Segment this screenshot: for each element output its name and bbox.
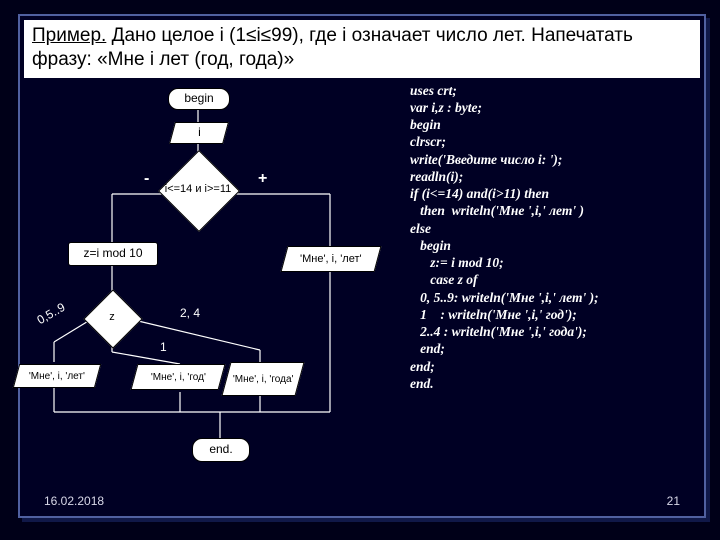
label-end: end. (209, 443, 232, 456)
code-line: clrscr; (410, 134, 446, 149)
label-out-let1: 'Мне', i, 'лет' (300, 252, 362, 264)
edge-059: 0,5..9 (35, 299, 68, 326)
label-out-god: 'Мне', i, 'год' (151, 371, 206, 382)
code-line: case z of (410, 272, 478, 287)
edge-1: 1 (160, 340, 167, 354)
node-out-let1: 'Мне', i, 'лет' (281, 246, 382, 272)
title-rest: Дано целое i (1≤i≤99), где i означает чи… (32, 25, 633, 70)
node-input-i: i (169, 122, 229, 144)
slide-frame: Пример. Дано целое i (1≤i≤99), где i озн… (18, 14, 706, 518)
edge-24: 2, 4 (180, 306, 200, 320)
code-line: z:= i mod 10; (410, 255, 504, 270)
node-out-let2: 'Мне', i, 'лет' (13, 364, 101, 388)
code-line: end; (410, 341, 445, 356)
node-end: end. (192, 438, 250, 462)
label-cond1: i<=14 и i>=11 (164, 162, 231, 218)
code-line: readln(i); (410, 169, 463, 184)
code-line: begin (410, 238, 451, 253)
code-line: else (410, 221, 431, 236)
label-out-goda: 'Мне', i, 'года' (233, 373, 294, 384)
label-z: z (88, 298, 136, 338)
node-out-goda: 'Мне', i, 'года' (221, 362, 304, 396)
node-z-switch: z (92, 298, 132, 338)
sign-plus: + (258, 170, 267, 188)
title-box: Пример. Дано целое i (1≤i≤99), где i озн… (24, 20, 700, 78)
node-begin: begin (168, 88, 230, 110)
title-underline: Пример. (32, 25, 106, 46)
footer-date: 16.02.2018 (44, 494, 104, 508)
node-cond1: i<=14 и i>=11 (170, 162, 226, 218)
code-line: write('Введите число i: '); (410, 152, 562, 167)
node-out-god: 'Мне', i, 'год' (131, 364, 226, 390)
sign-minus: - (144, 170, 149, 188)
node-zmod: z=i mod 10 (68, 242, 158, 266)
code-line: end; (410, 359, 435, 374)
label-zmod: z=i mod 10 (83, 247, 142, 260)
code-line: then writeln('Мне ',i,' лет' ) (410, 203, 584, 218)
label-begin: begin (184, 92, 213, 105)
code-line: 2..4 : writeln('Мне ',i,' года'); (410, 324, 587, 339)
code-block: uses crt; var i,z : byte; begin clrscr; … (410, 82, 700, 393)
code-line: uses crt; (410, 83, 457, 98)
code-line: if (i<=14) and(i>11) then (410, 186, 549, 201)
content-area: begin i i<=14 и i>=11 - + 'Мне', i, 'лет… (20, 82, 704, 502)
code-line: begin (410, 117, 441, 132)
code-line: var i,z : byte; (410, 100, 482, 115)
label-out-let2: 'Мне', i, 'лет' (29, 370, 85, 381)
label-i: i (198, 126, 201, 139)
code-line: end. (410, 376, 434, 391)
code-line: 1 : writeln('Мне ',i,' год'); (410, 307, 577, 322)
code-line: 0, 5..9: writeln('Мне ',i,' лет' ); (410, 290, 599, 305)
footer-page: 21 (667, 494, 680, 508)
